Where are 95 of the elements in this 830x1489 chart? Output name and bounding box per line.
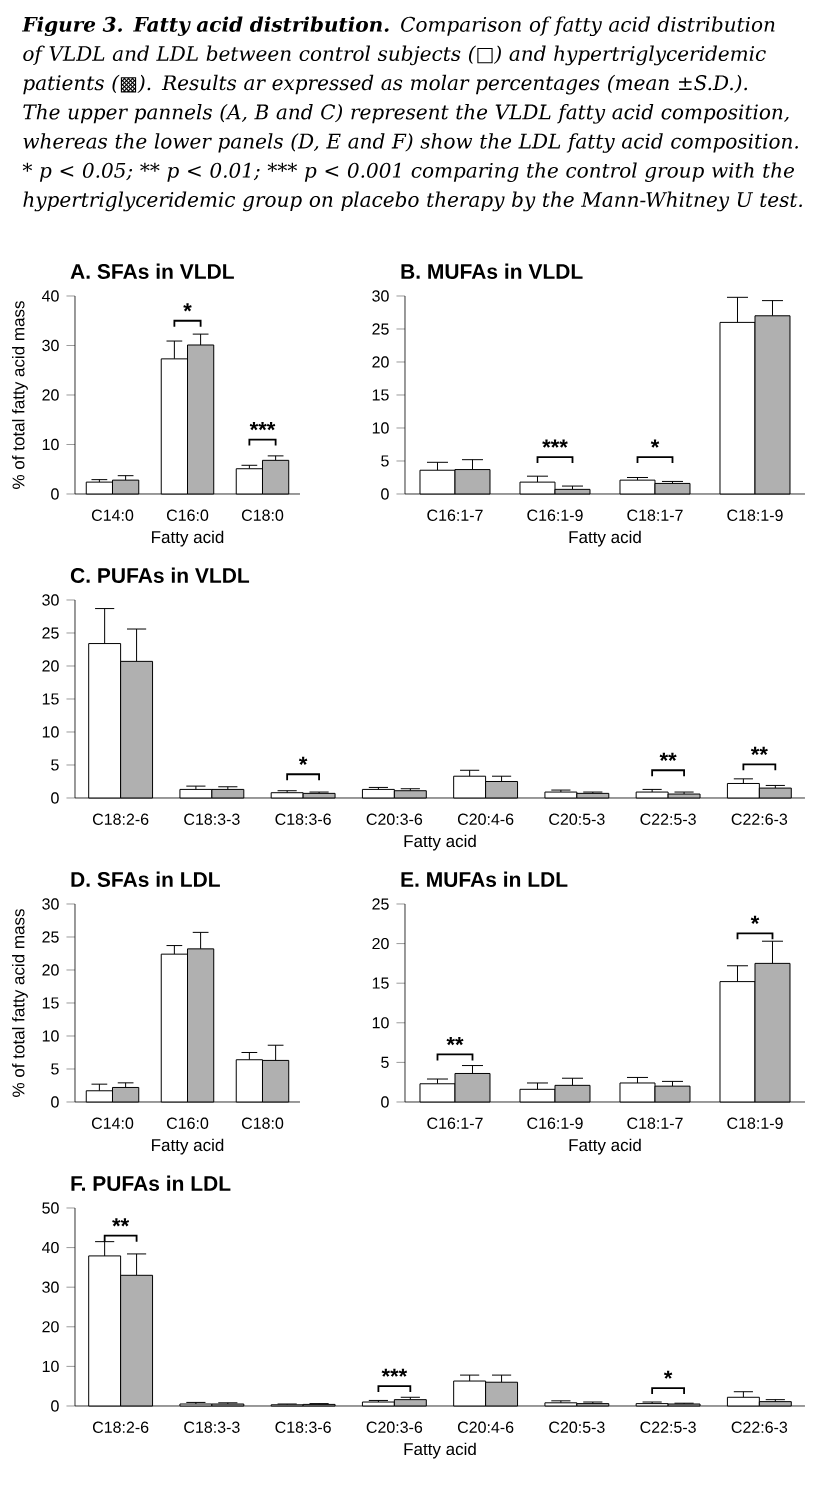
y-tick-label: 15 [372,977,389,989]
x-tick-label: C18:0 [241,509,284,521]
x-tick-label: C18:3-3 [184,813,240,825]
y-tick-label: 15 [42,693,59,705]
annotation: *** [249,422,276,431]
x-tick-label: C16:0 [166,1117,209,1129]
x-tick-label: C20:5-3 [549,1421,605,1433]
y-tick-label: 10 [42,1030,59,1042]
y-tick-label: 15 [42,997,59,1009]
x-tick-label: C16:1-7 [427,509,483,521]
y-tick-label: 20 [42,389,59,401]
x-tick-label: C18:3-3 [184,1421,240,1433]
x-tick-label: C20:3-6 [366,1421,423,1433]
x-tick-label: C14:0 [91,509,134,521]
x-axis-title: Fatty acid [404,834,476,851]
x-tick-label: C16:1-9 [527,1117,583,1129]
annotation: *** [542,439,568,448]
x-tick-label: C22:5-3 [640,1421,696,1433]
chart-title: C. PUFAs in VLDL [70,567,250,583]
y-tick-label: 30 [42,339,59,352]
x-tick-label: C22:6-3 [731,1421,788,1433]
y-tick-label: 40 [41,290,59,302]
x-tick-label: C18:1-9 [727,1117,783,1129]
chart-title: F. PUFAs in LDL [71,1175,231,1191]
x-axis-title: Fatty acid [152,530,224,547]
x-tick-label: C18:1-9 [727,509,783,521]
y-tick-label: 0 [381,488,389,500]
chart-title: E. MUFAs in LDL [401,871,568,887]
x-tick-label: C18:3-6 [275,1421,331,1433]
annotation: * [650,439,660,448]
annotation: * [750,915,760,924]
x-tick-label: C18:1-7 [627,509,683,521]
x-tick-label: C18:1-7 [627,1117,683,1129]
annotation: ** [446,1036,464,1046]
y-tick-label: 5 [381,1056,389,1068]
x-tick-label: C16:1-9 [527,509,583,521]
y-tick-label: 20 [42,660,59,672]
y-tick-label: 0 [51,1096,59,1108]
x-tick-label: C16:1-7 [427,1117,483,1129]
x-axis-title: Fatty acid [569,1138,641,1155]
y-tick-label: 5 [381,455,389,467]
y-tick-label: 25 [372,323,389,335]
y-tick-label: 5 [51,759,59,771]
y-tick-label: 0 [51,792,59,804]
annotation: *** [381,1368,408,1377]
y-tick-label: 25 [42,931,59,943]
y-axis-title: % of total fatty acid mass [12,301,28,489]
y-tick-label: 10 [372,1017,389,1029]
y-tick-label: 10 [372,422,389,434]
x-tick-label: C16:0 [166,509,209,521]
x-tick-label: C20:5-3 [549,813,605,825]
x-tick-label: C20:4-6 [457,813,514,825]
y-tick-label: 30 [42,898,59,910]
y-tick-label: 25 [372,898,389,910]
x-tick-label: C20:3-6 [366,813,423,825]
x-tick-label: C22:5-3 [640,813,696,825]
x-tick-label: C18:0 [241,1117,284,1129]
y-tick-label: 20 [372,356,389,368]
y-tick-label: 25 [42,627,59,639]
annotation: * [298,756,308,765]
x-tick-label: C18:3-6 [275,813,331,825]
x-tick-label: C14:0 [91,1117,134,1129]
chart-title: D. SFAs in LDL [71,871,220,887]
y-tick-label: 0 [51,488,59,500]
annotation: ** [750,746,768,755]
x-tick-label: C18:2-6 [92,1421,149,1433]
y-tick-label: 40 [41,1241,59,1254]
chart-title: B. MUFAs in VLDL [401,263,583,279]
annotation: ** [112,1218,130,1227]
x-tick-label: C18:2-6 [92,813,149,825]
chart-title: A. SFAs in VLDL [70,263,234,279]
y-tick-label: 30 [42,594,59,606]
annotation: ** [659,752,677,761]
annotation: * [663,1370,673,1379]
y-tick-label: 0 [381,1096,389,1108]
x-axis-title: Fatty acid [152,1138,224,1155]
y-tick-label: 10 [42,1360,59,1373]
annotation: * [183,303,192,312]
y-axis-title: % of total fatty acid mass [12,909,28,1097]
y-tick-label: 15 [372,389,389,401]
y-tick-label: 5 [51,1063,59,1075]
y-tick-label: 20 [42,1321,59,1333]
text: Figure 3. Fatty acid distribution. Comparison of fatty acid distribution of VLDL and LDL between control subjects (□) and hypertriglyceridemic patients (▩). Results ar expressed as molar percentages (mean ±S.D.). The upper pannels (A, B and C) represent the VLDL fatty acid composition, whereas the lower panels (D, E and F) show the LDL fatty acid composition. * p < 0.05; ** p < 0.01; *** p < 0.001 comparing the control group with the hypertriglyceridemic group on placebo therapy by the Mann-Whitney U test. [21,16,802,212]
x-axis-title: Fatty acid [404,1442,476,1459]
x-tick-label: C20:4-6 [457,1421,514,1433]
x-tick-label: C22:6-3 [731,813,788,825]
x-axis-title: Fatty acid [569,530,641,547]
y-tick-label: 0 [51,1400,59,1412]
y-tick-label: 30 [42,1281,59,1293]
y-tick-label: 30 [372,290,389,302]
y-tick-label: 20 [372,937,389,950]
y-tick-label: 10 [42,726,59,738]
y-tick-label: 50 [42,1202,59,1214]
y-tick-label: 10 [42,438,59,451]
y-tick-label: 20 [42,964,59,976]
